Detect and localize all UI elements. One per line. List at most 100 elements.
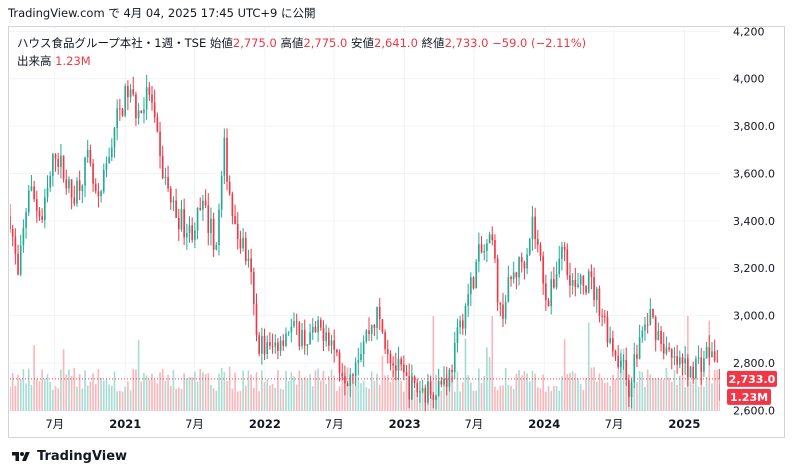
volume-bar bbox=[523, 370, 526, 411]
volume-bar bbox=[641, 371, 644, 411]
volume-bar bbox=[325, 383, 327, 411]
candle-body bbox=[448, 369, 451, 387]
volume-bar bbox=[314, 370, 317, 411]
candle-body bbox=[703, 358, 705, 372]
volume-bar bbox=[70, 375, 73, 411]
volume-bar bbox=[244, 385, 247, 411]
volume-bar bbox=[236, 391, 239, 411]
volume-bar bbox=[598, 373, 601, 411]
volume-bar bbox=[708, 320, 711, 411]
volume-bar bbox=[373, 380, 376, 411]
volume-bar bbox=[279, 388, 282, 411]
volume-bar bbox=[25, 383, 27, 411]
candle-body bbox=[555, 273, 558, 288]
volume-bar bbox=[258, 391, 260, 411]
volume-bar bbox=[491, 316, 494, 411]
candle-body bbox=[271, 345, 274, 347]
candle-body bbox=[545, 283, 547, 301]
volume-bar bbox=[646, 369, 649, 411]
volume-bar bbox=[397, 377, 400, 411]
candle-body bbox=[279, 340, 282, 351]
candle-body bbox=[207, 205, 210, 233]
candle-body bbox=[614, 351, 617, 356]
y-tick-label: 3,000.0 bbox=[733, 310, 775, 323]
volume-bar bbox=[330, 369, 333, 411]
volume-bar bbox=[290, 372, 293, 411]
symbol-title[interactable]: ハウス食品グループ本社・1週・TSE bbox=[17, 36, 207, 50]
candle-body bbox=[164, 177, 167, 179]
candle-body bbox=[480, 244, 483, 253]
candle-body bbox=[186, 233, 188, 238]
candle-body bbox=[17, 253, 19, 275]
tradingview-logo-icon bbox=[12, 451, 30, 461]
volume-bar bbox=[49, 382, 52, 411]
candle-body bbox=[65, 179, 68, 189]
candle-body bbox=[507, 277, 510, 302]
candle-body bbox=[713, 351, 716, 361]
volume-bar bbox=[202, 372, 204, 411]
candle-body bbox=[68, 179, 70, 189]
x-tick-label: 2025 bbox=[668, 417, 700, 431]
candle-body bbox=[571, 280, 574, 286]
volume-bar bbox=[464, 338, 467, 411]
candle-body bbox=[338, 352, 341, 374]
volume-bar bbox=[266, 379, 269, 411]
candle-body bbox=[73, 197, 76, 204]
volume-bar bbox=[137, 339, 140, 411]
volume-bar bbox=[673, 370, 676, 411]
candle-body bbox=[92, 163, 94, 184]
volume-bar bbox=[676, 384, 678, 411]
candle-body bbox=[169, 188, 172, 203]
candle-body bbox=[547, 300, 550, 307]
close-value: 2,733.0 bbox=[444, 36, 489, 50]
candle-body bbox=[97, 191, 100, 197]
candle-body bbox=[432, 394, 435, 401]
volume-bar bbox=[287, 380, 290, 411]
candle-body bbox=[113, 127, 116, 148]
candle-body bbox=[57, 158, 60, 167]
candle-body bbox=[692, 366, 695, 379]
volume-bar bbox=[156, 383, 159, 411]
volume-bar bbox=[625, 382, 628, 411]
volume-bar bbox=[571, 371, 574, 411]
candle-body bbox=[563, 246, 566, 250]
candle-body bbox=[695, 358, 697, 379]
volume-bar bbox=[494, 386, 496, 411]
candle-body bbox=[641, 330, 644, 338]
candle-body bbox=[542, 256, 544, 284]
high-value: 2,775.0 bbox=[303, 36, 348, 50]
footer-brand[interactable]: TradingView bbox=[10, 449, 127, 464]
volume-bar bbox=[167, 374, 169, 411]
volume-bar bbox=[668, 377, 670, 411]
volume-bar bbox=[486, 347, 488, 411]
price-badge bbox=[727, 370, 777, 387]
candle-body bbox=[459, 320, 461, 328]
candle-body bbox=[416, 382, 419, 393]
volume-bar bbox=[617, 369, 620, 411]
candle-body bbox=[365, 330, 368, 342]
candle-body bbox=[223, 137, 226, 177]
candle-body bbox=[19, 245, 22, 275]
candle-body bbox=[496, 258, 499, 303]
candle-body bbox=[102, 169, 105, 192]
candle-body bbox=[290, 326, 293, 333]
candle-body bbox=[317, 320, 319, 333]
volume-bar bbox=[226, 381, 228, 411]
volume-bar bbox=[159, 372, 161, 411]
volume-bar bbox=[354, 375, 357, 411]
candle-body bbox=[676, 356, 678, 365]
candle-body bbox=[566, 249, 569, 276]
volume-bar bbox=[700, 367, 703, 411]
candle-body bbox=[510, 277, 512, 280]
volume-bar bbox=[274, 387, 277, 411]
candle-body bbox=[314, 326, 317, 333]
candle-body bbox=[188, 225, 191, 234]
candle-body bbox=[354, 362, 357, 376]
volume-bar bbox=[520, 375, 523, 411]
candle-body bbox=[612, 338, 614, 352]
volume-bar bbox=[27, 368, 30, 411]
close-label: 終値 bbox=[421, 36, 445, 50]
candle-body bbox=[403, 364, 405, 373]
candle-body bbox=[478, 244, 480, 262]
